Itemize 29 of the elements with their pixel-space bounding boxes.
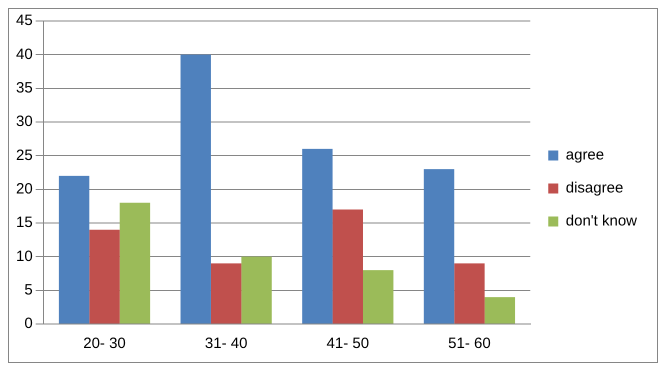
x-tick-label: 31- 40 <box>204 335 248 352</box>
legend-label: don't know <box>566 212 638 230</box>
bar <box>241 256 272 324</box>
bar <box>210 263 242 324</box>
bar <box>332 210 363 324</box>
y-tick-label: 10 <box>16 248 33 265</box>
bar <box>424 169 454 324</box>
y-tick-label: 15 <box>16 214 33 232</box>
bar <box>58 176 90 324</box>
y-tick-label: 35 <box>16 79 33 96</box>
y-tick-label: 25 <box>16 146 33 164</box>
bar <box>484 297 516 324</box>
x-tick-label: 51- 60 <box>448 335 491 352</box>
y-tick-label: 40 <box>16 46 33 63</box>
y-tick-label: 45 <box>16 12 33 30</box>
bar <box>180 54 211 324</box>
legend-label: agree <box>566 146 604 164</box>
bar <box>363 270 394 324</box>
y-tick-label: 30 <box>16 113 33 130</box>
y-tick-label: 0 <box>24 315 33 332</box>
bar <box>89 230 120 324</box>
x-tick-label: 41- 50 <box>326 335 370 352</box>
bar <box>120 202 150 324</box>
y-tick-label: 5 <box>24 281 33 298</box>
x-tick-label: 20- 30 <box>83 335 126 352</box>
y-tick-label: 20 <box>16 180 33 198</box>
legend-label: disagree <box>566 180 624 197</box>
bar <box>302 148 333 324</box>
bar <box>454 263 485 324</box>
